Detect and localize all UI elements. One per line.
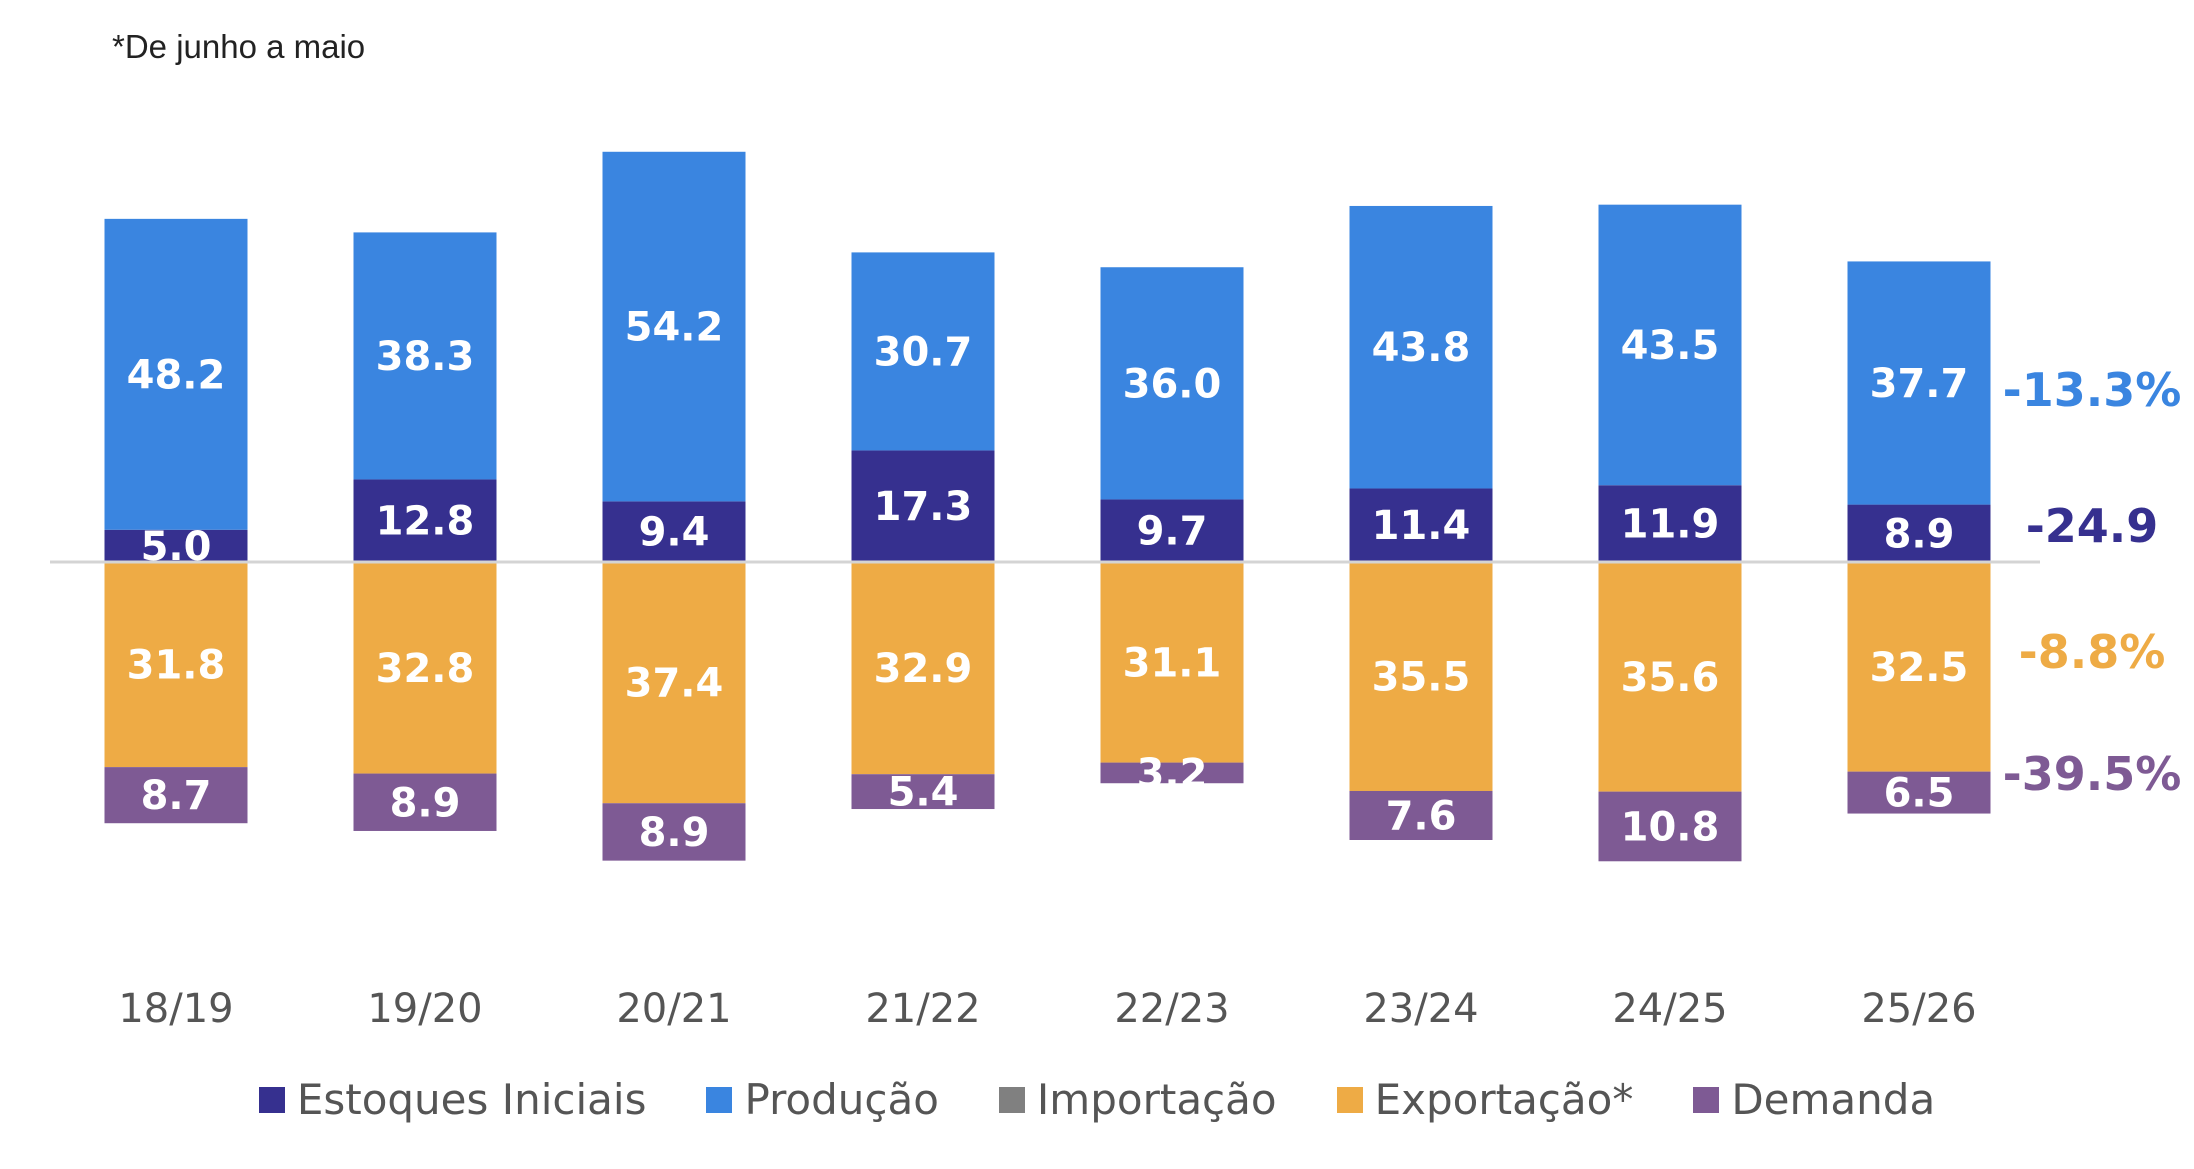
legend-swatch [1693,1086,1720,1113]
legend-swatch [998,1086,1025,1113]
data-label-exportacao-4: 32.9 [874,646,973,692]
bar-demanda-6 [1349,790,1493,840]
x-tick-label: 23/24 [1363,986,1478,1032]
data-label-estoques-iniciais-7: 11.9 [1621,502,1720,548]
bar-producao-1 [104,218,248,530]
bar-demanda-3 [602,803,746,861]
data-label-estoques-iniciais-8: 8.9 [1884,511,1955,557]
variation-annotation-estoques-iniciais: -24.9 [2026,499,2159,553]
legend-swatch [706,1086,733,1113]
legend: Estoques Iniciais Produção Importação Expor… [0,1075,2194,1124]
data-label-demanda-1: 8.7 [141,773,212,819]
legend-swatch [258,1086,285,1113]
bar-estoques-iniciais-1 [104,529,248,562]
bar-exportacao-2 [353,562,497,774]
bar-exportacao-7 [1598,562,1742,792]
bar-producao-6 [1349,205,1493,489]
bar-estoques-iniciais-4 [851,450,995,562]
variation-annotation-demanda: -39.5% [2003,747,2182,801]
data-label-exportacao-8: 32.5 [1870,645,1969,691]
bar-demanda-7 [1598,791,1742,862]
variation-annotation-producao: -13.3% [2003,363,2182,417]
legend-label: Estoques Iniciais [296,1075,647,1124]
bar-demanda-4 [851,774,995,810]
data-label-producao-1: 48.2 [127,352,226,398]
data-label-producao-2: 38.3 [376,334,475,380]
legend-item-producao: Produção [706,1075,939,1124]
x-tick-label: 22/23 [1114,986,1229,1032]
bar-estoques-iniciais-3 [602,501,746,562]
data-label-demanda-4: 5.4 [888,770,959,816]
legend-item-estoques-iniciais: Estoques Iniciais [258,1075,647,1124]
x-tick-label: 25/26 [1861,986,1976,1032]
bar-producao-7 [1598,204,1742,486]
data-label-estoques-iniciais-2: 12.8 [376,499,475,545]
data-label-exportacao-6: 35.5 [1372,654,1471,700]
bar-demanda-8 [1847,771,1991,814]
bar-estoques-iniciais-6 [1349,488,1493,562]
x-tick-label: 21/22 [865,986,980,1032]
data-label-producao-5: 36.0 [1123,361,1222,407]
legend-item-demanda: Demanda [1693,1075,1935,1124]
data-label-producao-6: 43.8 [1372,325,1471,371]
data-label-exportacao-7: 35.6 [1621,655,1720,701]
legend-label: Demanda [1731,1075,1936,1124]
legend-label: Exportação* [1374,1075,1634,1124]
bar-exportacao-4 [851,562,995,775]
legend-label: Importação [1036,1075,1277,1124]
data-label-estoques-iniciais-3: 9.4 [639,510,710,556]
data-label-demanda-5: 3.2 [1137,751,1208,797]
bar-exportacao-6 [1349,562,1493,791]
bar-estoques-iniciais-8 [1847,504,1991,562]
data-label-demanda-7: 10.8 [1621,804,1720,850]
legend-item-importacao: Importação [998,1075,1277,1124]
footnote-note: *De junho a maio [112,28,366,65]
bar-producao-4 [851,252,995,451]
data-label-estoques-iniciais-6: 11.4 [1372,503,1471,549]
data-label-estoques-iniciais-4: 17.3 [874,484,973,530]
data-label-producao-8: 37.7 [1870,361,1969,407]
bar-producao-3 [602,151,746,502]
x-tick-label: 19/20 [367,986,482,1032]
data-label-demanda-3: 8.9 [639,810,710,856]
data-label-exportacao-1: 31.8 [127,643,226,689]
legend-swatch [1336,1086,1363,1113]
variation-annotation-exportacao: -8.8% [2019,625,2166,679]
data-label-producao-7: 43.5 [1621,323,1720,369]
legend-item-exportacao: Exportação* [1336,1075,1634,1124]
data-label-demanda-8: 6.5 [1884,771,1955,817]
legend-label: Produção [744,1075,939,1124]
data-label-producao-4: 30.7 [874,329,973,375]
x-tick-label: 20/21 [616,986,731,1032]
bar-producao-5 [1100,267,1244,500]
data-label-producao-3: 54.2 [625,305,724,351]
x-tick-label: 24/25 [1612,986,1727,1032]
bar-exportacao-8 [1847,562,1991,772]
data-label-exportacao-2: 32.8 [376,646,475,692]
bar-demanda-5 [1100,762,1244,784]
data-label-demanda-6: 7.6 [1386,793,1457,839]
data-label-estoques-iniciais-5: 9.7 [1137,509,1208,555]
data-label-exportacao-3: 37.4 [625,661,724,707]
bar-demanda-2 [353,773,497,831]
data-label-demanda-2: 8.9 [390,780,461,826]
bar-exportacao-1 [104,562,248,768]
bar-estoques-iniciais-5 [1100,499,1244,562]
bar-estoques-iniciais-7 [1598,485,1742,562]
data-label-exportacao-5: 31.1 [1123,640,1222,686]
x-tick-label: 18/19 [118,986,233,1032]
bar-producao-8 [1847,261,1991,505]
bar-exportacao-3 [602,562,746,804]
bar-producao-2 [353,232,497,480]
bar-estoques-iniciais-2 [353,479,497,562]
bar-demanda-1 [104,767,248,824]
bar-exportacao-5 [1100,562,1244,763]
